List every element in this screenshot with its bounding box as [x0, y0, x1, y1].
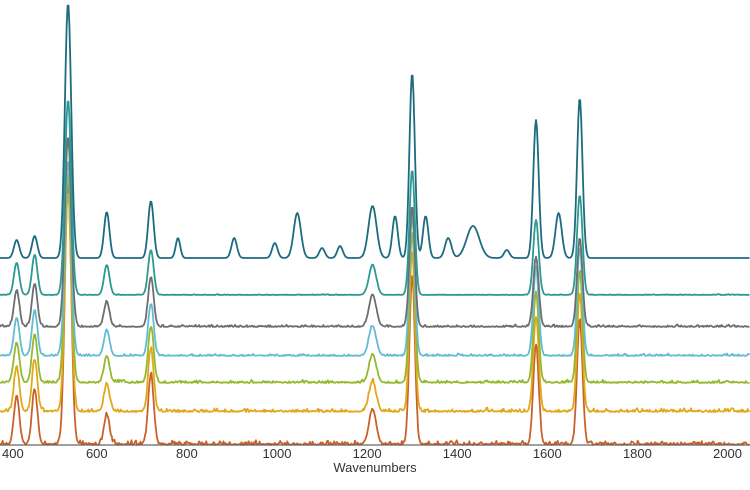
spectrum-line-1: [0, 183, 750, 446]
x-tick-label-2000: 2000: [713, 446, 742, 461]
x-tick-label-1800: 1800: [623, 446, 652, 461]
x-tick-label-1600: 1600: [533, 446, 562, 461]
spectrum-line-4: [0, 161, 750, 357]
x-tick-label-1400: 1400: [443, 446, 472, 461]
x-tick-label-1200: 1200: [353, 446, 382, 461]
spectrum-line-5: [0, 137, 750, 328]
x-tick-label-400: 400: [2, 446, 24, 461]
x-axis-title: Wavenumbers: [333, 460, 417, 475]
x-tick-labels: 400 600 800 1000 1200 1400 1600 1800 2000: [2, 446, 742, 461]
x-tick-label-600: 600: [86, 446, 108, 461]
spectrum-line-7: [0, 4, 750, 259]
spectrum-line-3: [0, 172, 750, 384]
series-layer: [0, 4, 750, 446]
spectrum-line-6: [0, 100, 750, 296]
x-tick-label-1000: 1000: [263, 446, 292, 461]
spectrum-line-2: [0, 192, 750, 413]
x-tick-label-800: 800: [176, 446, 198, 461]
